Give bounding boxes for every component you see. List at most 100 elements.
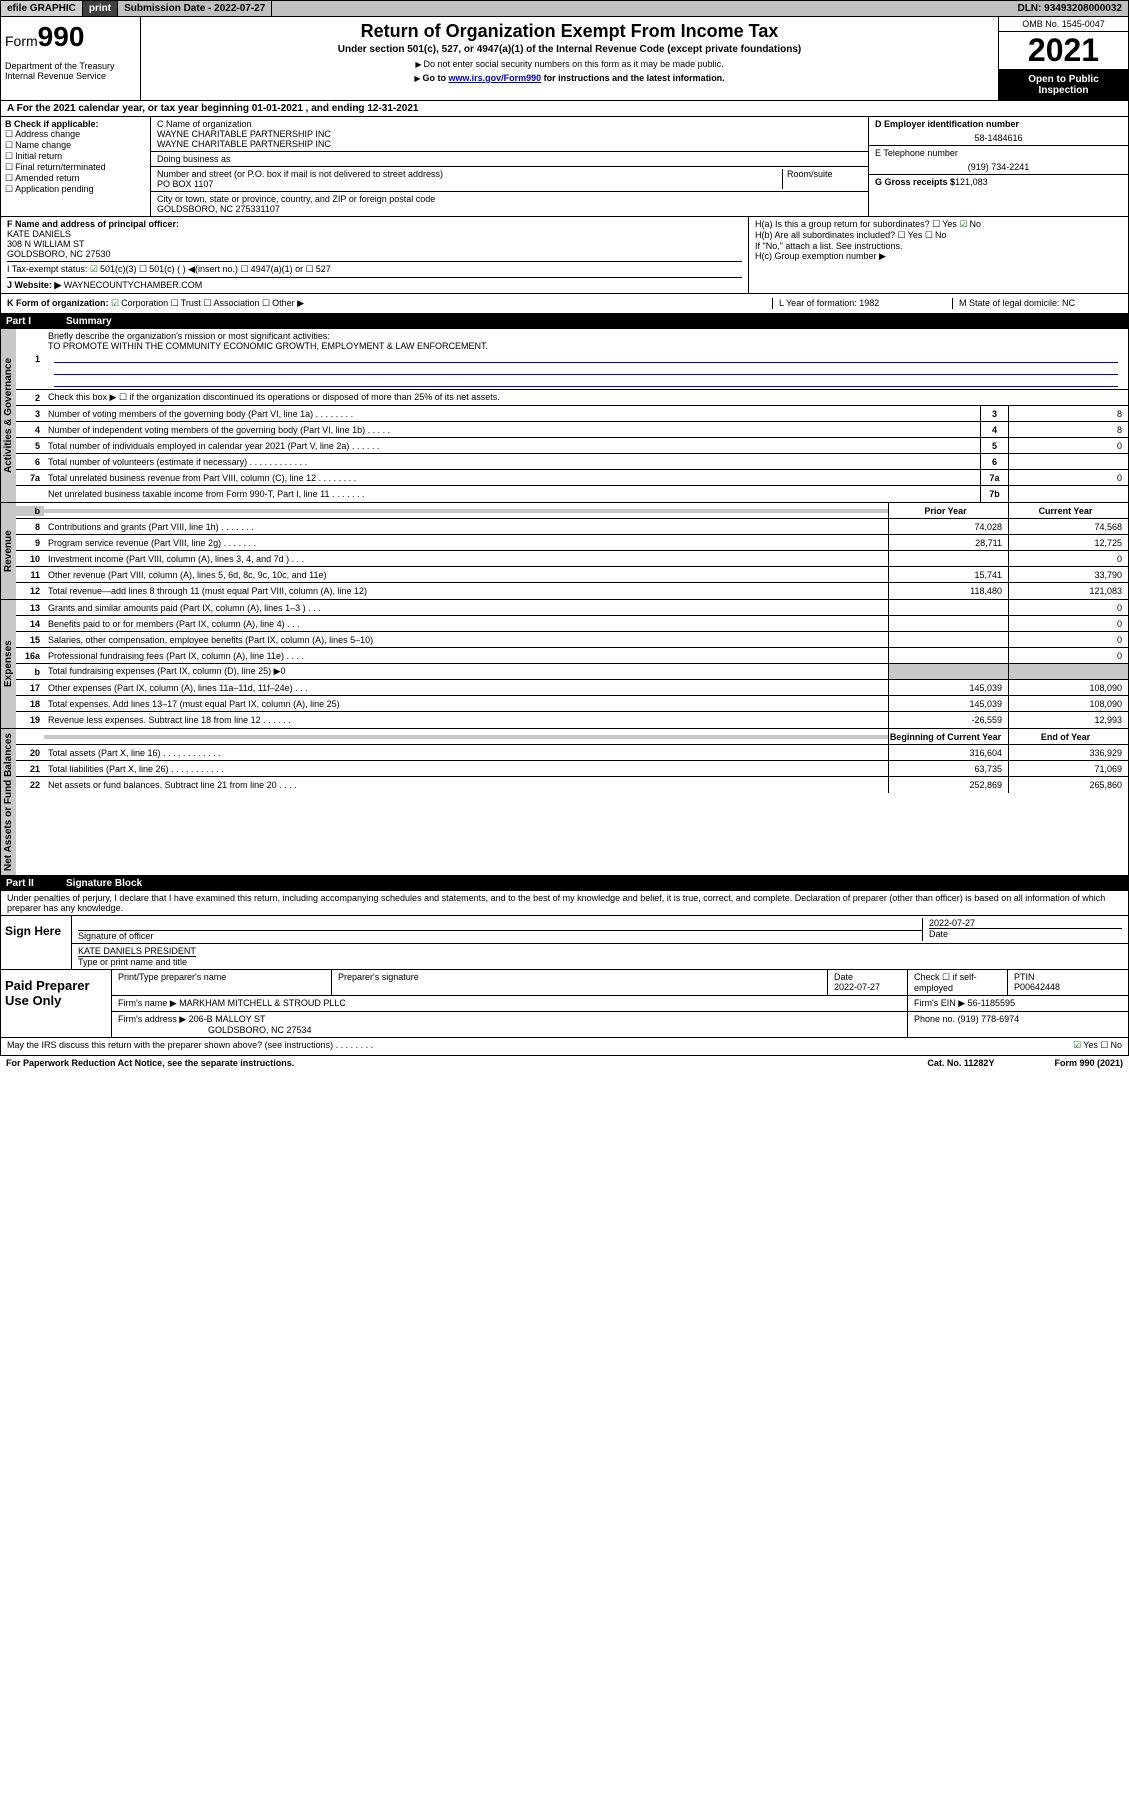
sidebar-expenses: Expenses xyxy=(1,600,16,728)
c11: 33,790 xyxy=(1008,567,1128,582)
discuss-no[interactable]: No xyxy=(1100,1040,1122,1050)
prep-date-label: Date xyxy=(834,972,853,982)
hb-yes[interactable]: Yes xyxy=(898,230,923,240)
chk-name-change[interactable]: Name change xyxy=(5,140,146,151)
chk-501c3[interactable]: 501(c)(3) xyxy=(90,264,137,274)
chk-501c[interactable]: 501(c) ( ) ◀(insert no.) xyxy=(139,264,238,274)
phone-label: Phone no. xyxy=(914,1014,955,1024)
m-state: M State of legal domicile: NC xyxy=(952,298,1122,309)
l9: Program service revenue (Part VIII, line… xyxy=(44,536,888,550)
website-value: WAYNECOUNTYCHAMBER.COM xyxy=(64,280,203,290)
p19: -26,559 xyxy=(888,712,1008,728)
chk-final-return[interactable]: Final return/terminated xyxy=(5,162,146,173)
c9: 12,725 xyxy=(1008,535,1128,550)
c22: 265,860 xyxy=(1008,777,1128,793)
c13: 0 xyxy=(1008,600,1128,615)
p21: 63,735 xyxy=(888,761,1008,776)
l5: Total number of individuals employed in … xyxy=(44,439,980,453)
dba-label: Doing business as xyxy=(151,152,868,167)
v6 xyxy=(1008,454,1128,469)
c10: 0 xyxy=(1008,551,1128,566)
l2: Check this box ▶ ☐ if the organization d… xyxy=(44,390,1128,405)
sidebar-governance: Activities & Governance xyxy=(1,329,16,502)
phone-val: (919) 778-6974 xyxy=(958,1014,1020,1024)
l7b: Net unrelated business taxable income fr… xyxy=(44,487,980,501)
p10 xyxy=(888,551,1008,566)
l10: Investment income (Part VIII, column (A)… xyxy=(44,552,888,566)
chk-address-change[interactable]: Address change xyxy=(5,129,146,140)
org-name-label: C Name of organization xyxy=(157,119,862,129)
efile-graphic-button[interactable]: efile GRAPHIC xyxy=(1,1,83,16)
part-2-header: Part IISignature Block xyxy=(0,876,1129,891)
c21: 71,069 xyxy=(1008,761,1128,776)
sig-officer-label: Signature of officer xyxy=(78,930,922,941)
c14: 0 xyxy=(1008,616,1128,631)
ha-label: H(a) Is this a group return for subordin… xyxy=(755,219,930,229)
l11: Other revenue (Part VIII, column (A), li… xyxy=(44,568,888,582)
check-self[interactable]: Check ☐ if self-employed xyxy=(908,970,1008,995)
submission-date: Submission Date - 2022-07-27 xyxy=(118,1,272,16)
l7a: Total unrelated business revenue from Pa… xyxy=(44,471,980,485)
org-name-1: WAYNE CHARITABLE PARTNERSHIP INC xyxy=(157,129,862,139)
form-label: Form xyxy=(5,33,38,49)
l14: Benefits paid to or for members (Part IX… xyxy=(44,617,888,631)
chk-initial-return[interactable]: Initial return xyxy=(5,151,146,162)
type-name-label: Type or print name and title xyxy=(78,956,196,967)
v7a: 0 xyxy=(1008,470,1128,485)
part-1-header: Part ISummary xyxy=(0,314,1129,329)
chk-trust[interactable]: Trust xyxy=(171,298,201,308)
ein-label: D Employer identification number xyxy=(875,119,1019,129)
firm-name-label: Firm's name ▶ xyxy=(118,998,177,1008)
j-label: J Website: ▶ xyxy=(7,280,61,290)
prep-name-label: Print/Type preparer's name xyxy=(112,970,332,995)
print-button[interactable]: print xyxy=(83,1,118,16)
city-label: City or town, state or province, country… xyxy=(157,194,862,204)
l18: Total expenses. Add lines 13–17 (must eq… xyxy=(44,697,888,711)
chk-application-pending[interactable]: Application pending xyxy=(5,184,146,195)
firm-addr2: GOLDSBORO, NC 27534 xyxy=(208,1025,312,1035)
chk-amended[interactable]: Amended return xyxy=(5,173,146,184)
chk-corp[interactable]: Corporation xyxy=(111,298,168,308)
f-name: KATE DANIELS xyxy=(7,229,742,239)
dln: DLN: 93493208000032 xyxy=(1011,1,1128,16)
c12: 121,083 xyxy=(1008,583,1128,599)
col-b-checkboxes: B Check if applicable: Address change Na… xyxy=(1,117,151,216)
cat-no: Cat. No. 11282Y xyxy=(927,1058,994,1068)
irs-link[interactable]: www.irs.gov/Form990 xyxy=(448,73,541,83)
l20: Total assets (Part X, line 16) . . . . .… xyxy=(44,746,888,760)
goto-note: Go to www.irs.gov/Form990 for instructio… xyxy=(145,73,994,83)
p13 xyxy=(888,600,1008,615)
chk-527[interactable]: 527 xyxy=(306,264,331,274)
chk-4947[interactable]: 4947(a)(1) or xyxy=(241,264,304,274)
open-public: Open to Public Inspection xyxy=(999,69,1128,100)
chk-other[interactable]: Other ▶ xyxy=(262,298,304,308)
v5: 0 xyxy=(1008,438,1128,453)
city-value: GOLDSBORO, NC 275331107 xyxy=(157,204,862,214)
sidebar-net-assets: Net Assets or Fund Balances xyxy=(1,729,16,875)
form-title: Return of Organization Exempt From Incom… xyxy=(145,21,994,42)
l21: Total liabilities (Part X, line 26) . . … xyxy=(44,762,888,776)
paperwork-note: For Paperwork Reduction Act Notice, see … xyxy=(6,1058,294,1068)
ha-yes[interactable]: Yes xyxy=(932,219,957,229)
v7b xyxy=(1008,486,1128,502)
l15: Salaries, other compensation, employee b… xyxy=(44,633,888,647)
ssn-note: Do not enter social security numbers on … xyxy=(145,59,994,69)
p22: 252,869 xyxy=(888,777,1008,793)
ptin-label: PTIN xyxy=(1014,972,1035,982)
f-label: F Name and address of principal officer: xyxy=(7,219,179,229)
l6: Total number of volunteers (estimate if … xyxy=(44,455,980,469)
v4: 8 xyxy=(1008,422,1128,437)
tax-year: 2021 xyxy=(999,32,1128,69)
gross-value: 121,083 xyxy=(955,177,988,187)
ha-no[interactable]: No xyxy=(959,219,981,229)
l16a: Professional fundraising fees (Part IX, … xyxy=(44,649,888,663)
discuss-yes[interactable]: Yes xyxy=(1073,1040,1098,1050)
hb-note: If "No," attach a list. See instructions… xyxy=(755,241,1122,251)
p17: 145,039 xyxy=(888,680,1008,695)
dept-treasury: Department of the Treasury Internal Reve… xyxy=(5,61,136,81)
chk-assoc[interactable]: Association xyxy=(203,298,259,308)
hb-no[interactable]: No xyxy=(925,230,947,240)
v3: 8 xyxy=(1008,406,1128,421)
l12: Total revenue—add lines 8 through 11 (mu… xyxy=(44,584,888,598)
l22: Net assets or fund balances. Subtract li… xyxy=(44,778,888,792)
